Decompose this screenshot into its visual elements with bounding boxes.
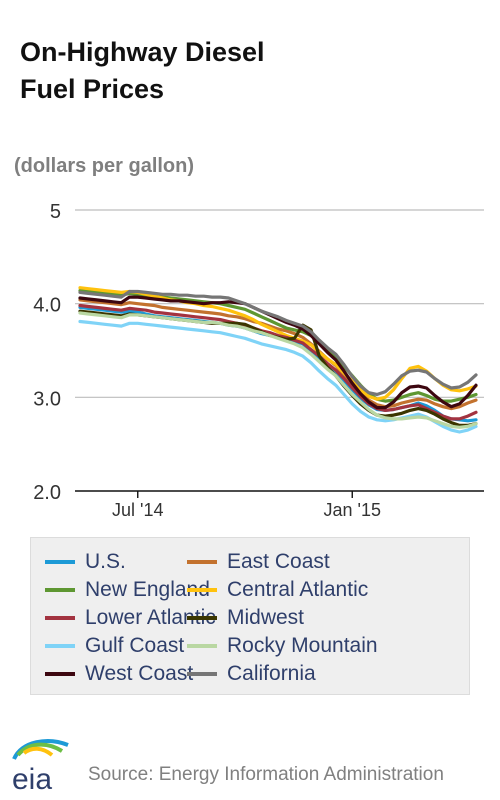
series-line-rocky-mountain (78, 311, 478, 429)
legend-item: U.S. (45, 550, 126, 574)
legend-label: East Coast (227, 550, 330, 573)
legend-label: West Coast (85, 662, 194, 685)
legend-swatch (187, 644, 217, 648)
legend-label: Lower Atlantic (85, 606, 216, 629)
legend-swatch (45, 616, 75, 620)
eia-logo-icon: eia (12, 739, 69, 795)
legend-swatch (45, 588, 75, 592)
legend-item: Central Atlantic (187, 578, 368, 602)
legend-item: New England (45, 578, 210, 602)
series-line-east-coast (78, 298, 478, 411)
legend-label: New England (85, 578, 210, 601)
tick-labels: 5 4.0 3.0 2.0 Jul '14 Jan '15 (33, 201, 381, 520)
legend-item: West Coast (45, 662, 193, 686)
footer: eia Source: Energy Information Administr… (0, 735, 500, 800)
logo-text: eia (12, 763, 52, 795)
legend-label: Central Atlantic (227, 578, 369, 601)
series-line-central-atlantic (78, 286, 478, 401)
legend-swatch (187, 616, 217, 620)
legend-label: Gulf Coast (85, 634, 185, 657)
legend-item: Gulf Coast (45, 634, 184, 658)
legend-swatch (187, 672, 217, 676)
y-tick-label: 3.0 (33, 388, 61, 410)
legend: U.S. East Coast New England Central Atlanti… (30, 537, 470, 695)
line-chart: 5 4.0 3.0 2.0 Jul '14 Jan '15 (33, 201, 484, 520)
legend-swatch (45, 672, 75, 676)
legend-item: East Coast (187, 550, 330, 574)
legend-swatch (187, 588, 217, 592)
series-lines (78, 286, 478, 434)
x-tick-label: Jul '14 (112, 500, 163, 520)
series-line-gulf-coast (78, 319, 478, 434)
source-note: Source: Energy Information Administratio… (88, 764, 444, 785)
series-line-california (78, 289, 478, 397)
y-tick-label: 2.0 (33, 482, 61, 504)
legend-label: Midwest (227, 606, 305, 629)
legend-label: Rocky Mountain (227, 634, 378, 657)
legend-item: California (187, 662, 316, 686)
legend-swatch (45, 560, 75, 564)
legend-item: Midwest (187, 606, 304, 630)
chart-subtitle: (dollars per gallon) (14, 155, 195, 177)
legend-swatch (187, 560, 217, 564)
legend-label: U.S. (85, 550, 126, 573)
x-axis (75, 490, 484, 498)
legend-item: Rocky Mountain (187, 634, 378, 658)
chart-title: On-Highway Diesel Fuel Prices (20, 37, 265, 104)
series-line-lower-atlantic (78, 303, 478, 421)
legend-swatch (45, 644, 75, 648)
y-tick-label: 5 (50, 201, 61, 223)
x-tick-label: Jan '15 (324, 500, 381, 520)
series-line-west-coast (78, 295, 478, 410)
legend-item: Lower Atlantic (45, 606, 216, 630)
legend-label: California (227, 662, 316, 685)
series-line-new-england (78, 289, 478, 403)
y-tick-label: 4.0 (33, 295, 61, 317)
